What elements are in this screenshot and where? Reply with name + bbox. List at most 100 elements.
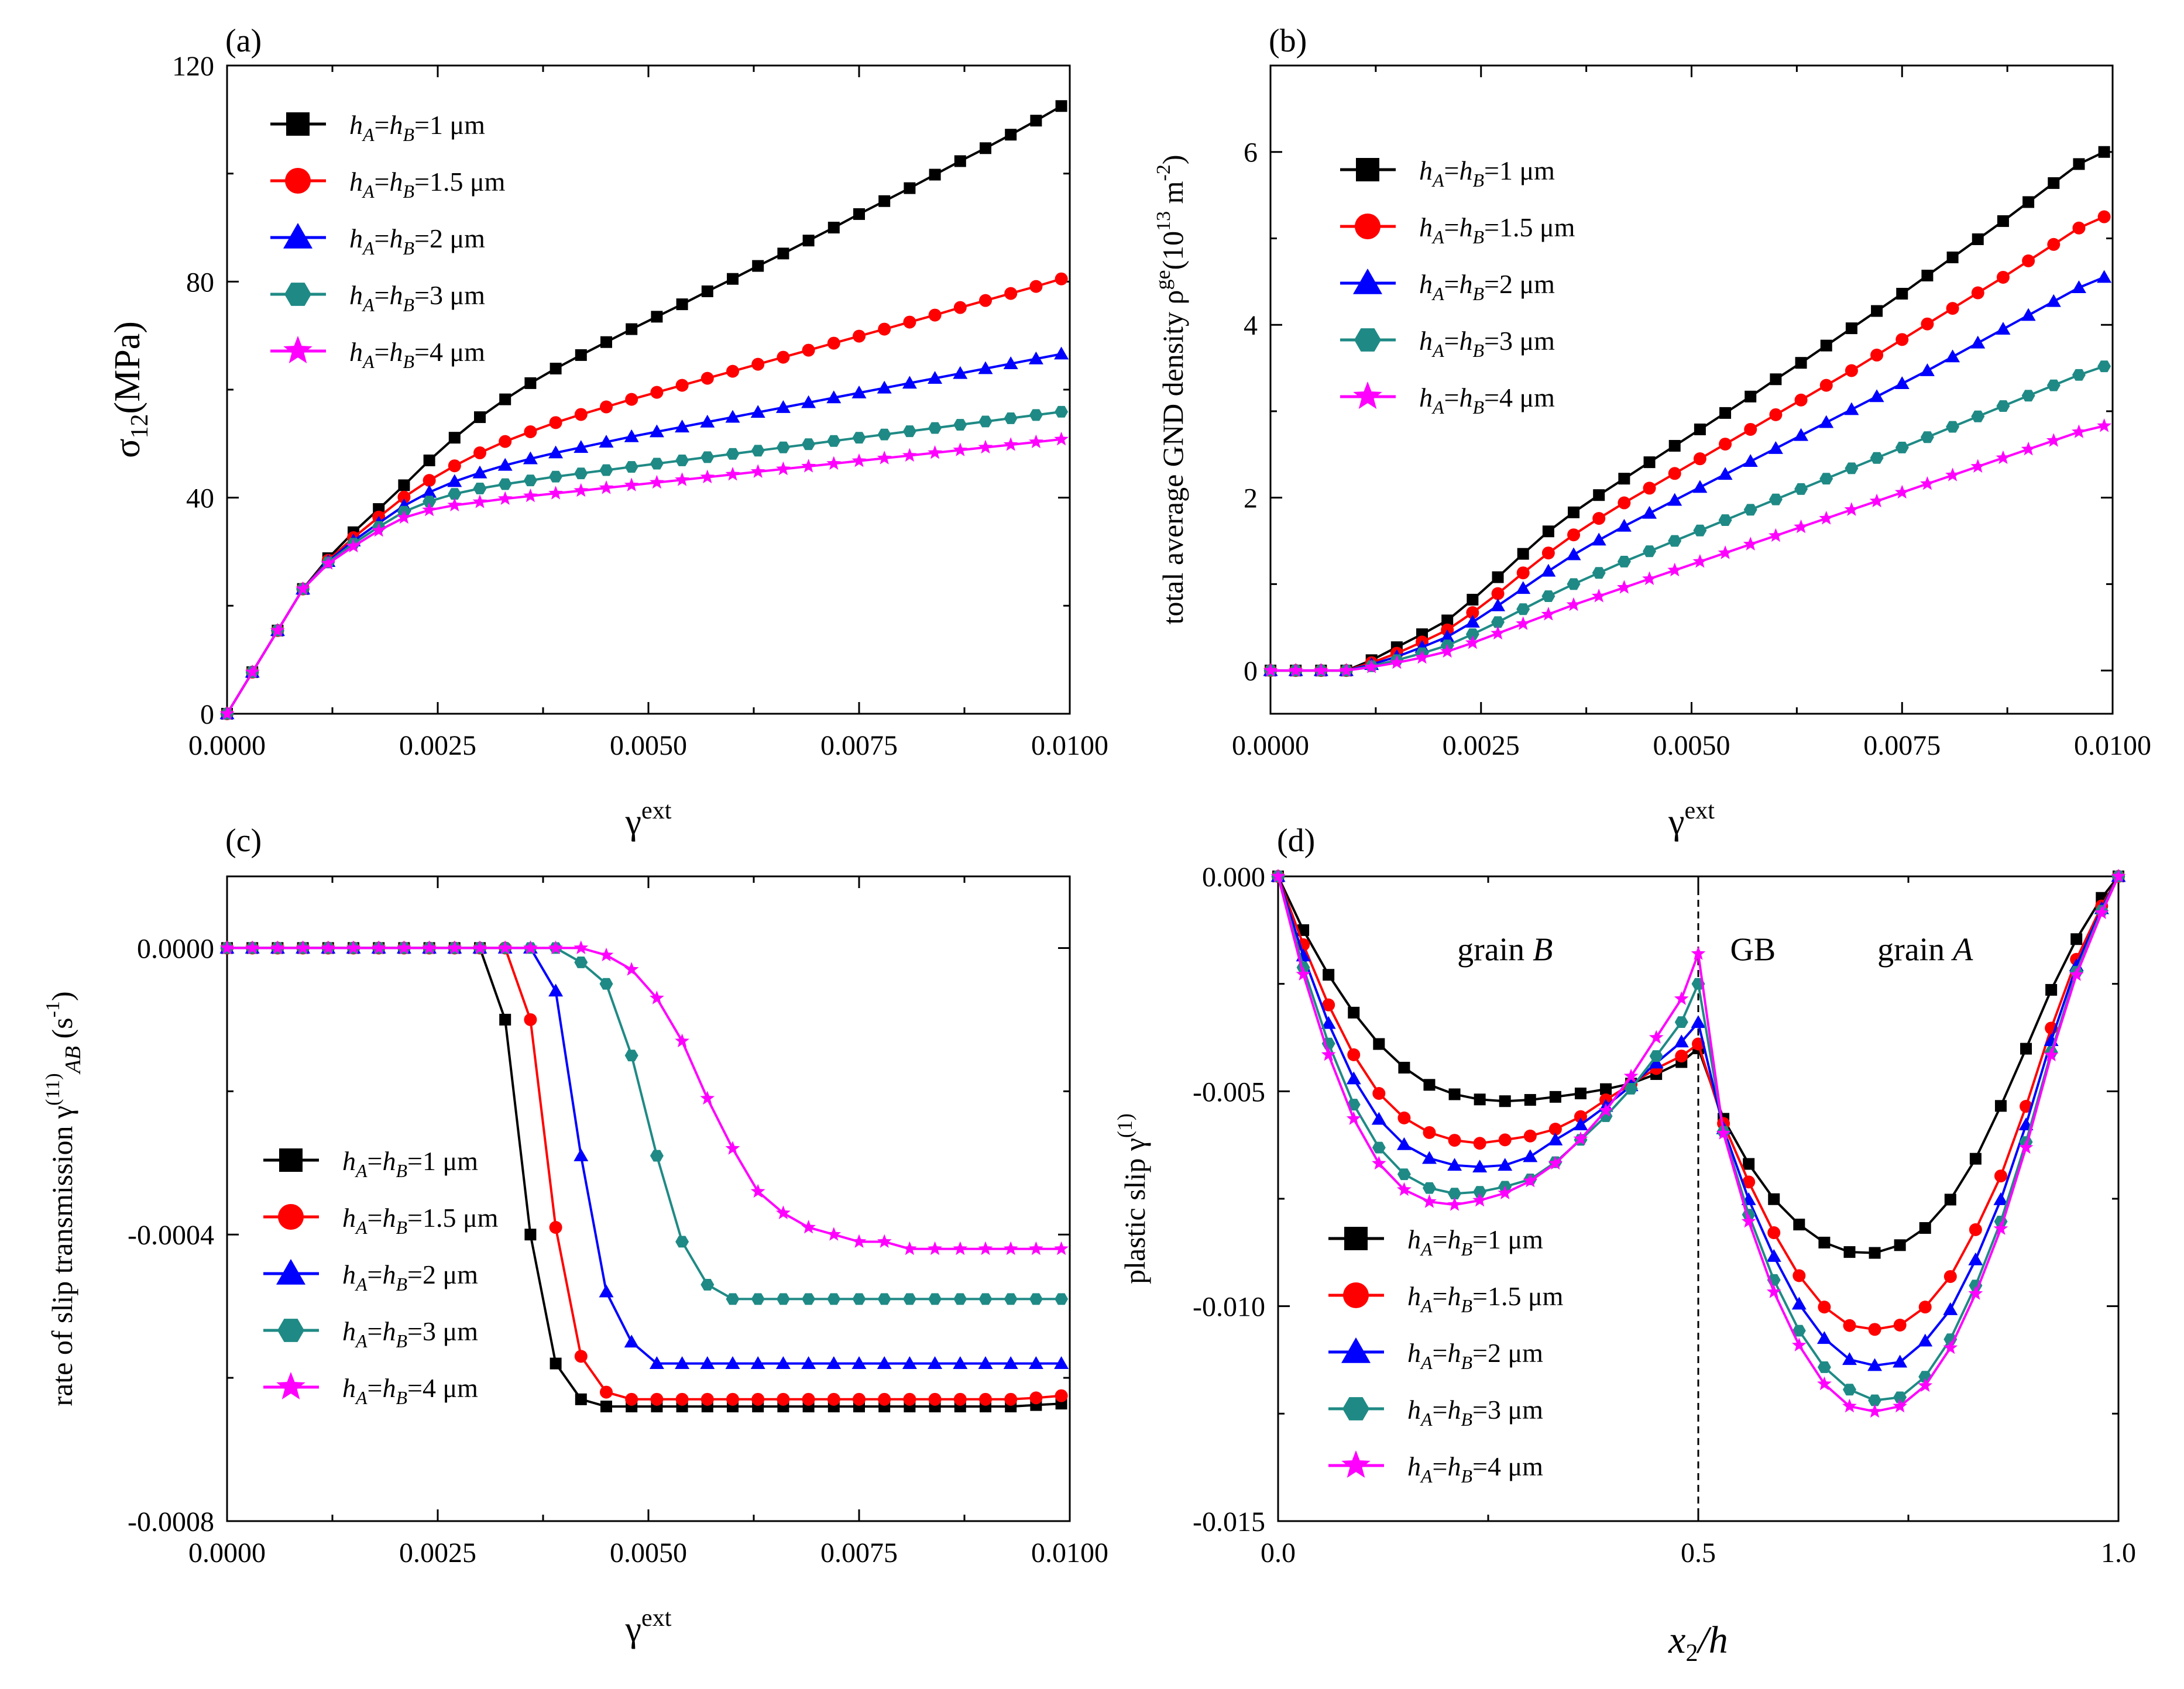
y-label-sup: (11) — [42, 1073, 64, 1105]
data-point — [928, 1241, 942, 1255]
data-point — [928, 1392, 942, 1406]
legend-sub-a: A — [1431, 170, 1444, 191]
data-point — [1004, 412, 1018, 424]
legend-marker — [276, 1259, 305, 1285]
legend-value: =2 μm — [1472, 1338, 1543, 1368]
data-point — [852, 432, 866, 444]
data-point — [1668, 535, 1682, 547]
data-point — [1498, 1158, 1513, 1171]
data-point — [574, 957, 588, 968]
data-point — [954, 155, 966, 167]
data-point — [599, 1284, 614, 1298]
data-point — [1574, 1088, 1587, 1100]
data-point — [1643, 456, 1656, 469]
data-point — [1895, 333, 1909, 346]
data-point — [2044, 1047, 2059, 1062]
x-label-main: γ — [625, 802, 641, 842]
annotation: grain B — [1457, 931, 1553, 968]
data-point — [1769, 528, 1783, 542]
data-point — [1996, 270, 2010, 284]
data-point — [953, 301, 967, 314]
data-point — [524, 1229, 537, 1241]
data-point — [575, 1393, 587, 1405]
data-point — [1844, 502, 1859, 516]
series-5 — [1270, 869, 2126, 1418]
data-point — [978, 1241, 993, 1255]
data-point — [776, 441, 790, 453]
legend-sub-b: B — [396, 1274, 408, 1295]
y-tick-label: 2 — [1244, 483, 1258, 514]
y-label-sub: 12 — [126, 414, 153, 439]
data-point — [447, 940, 462, 954]
series-5 — [219, 431, 1069, 720]
legend-marker — [285, 168, 311, 194]
data-point — [1643, 545, 1657, 558]
data-point — [953, 366, 968, 379]
data-point — [2097, 418, 2111, 432]
data-point — [1003, 1356, 1018, 1369]
legend-eq: = — [1433, 1395, 1448, 1425]
legend-sub-b: B — [396, 1217, 408, 1238]
y-tick-label: 0.000 — [1202, 862, 1265, 893]
data-point — [726, 1392, 739, 1406]
data-point — [1541, 563, 1556, 577]
data-point — [978, 439, 993, 454]
data-point — [826, 390, 842, 404]
data-point — [1770, 373, 1782, 386]
data-point — [1373, 1038, 1385, 1050]
annotation-text: grain — [1877, 931, 1953, 968]
legend-h: h — [1448, 1281, 1461, 1311]
legend-sub-a: A — [1431, 226, 1444, 247]
legend-h: h — [390, 167, 403, 197]
data-point — [1541, 590, 1555, 602]
data-point — [397, 490, 411, 504]
data-point — [726, 364, 739, 378]
legend-marker — [277, 1319, 304, 1342]
data-point — [1870, 348, 1884, 362]
x-tick-label: 0.0075 — [820, 730, 898, 761]
annotation-italic: A — [1951, 931, 1973, 968]
legend-h: h — [342, 1146, 356, 1176]
data-point — [776, 1293, 790, 1305]
legend-eq: = — [375, 280, 390, 310]
data-point — [802, 1392, 815, 1406]
data-point — [978, 361, 993, 374]
data-point — [2020, 1043, 2032, 1055]
legend-h: h — [390, 223, 403, 253]
legend-sub-a: A — [362, 181, 375, 202]
legend-h: h — [349, 110, 363, 140]
data-point — [826, 1356, 842, 1369]
series-line — [1270, 365, 2105, 672]
data-point — [1945, 349, 1960, 363]
data-point — [472, 940, 487, 954]
data-point — [548, 486, 563, 500]
data-point — [1971, 410, 1985, 422]
data-point — [903, 1392, 916, 1406]
data-point — [1842, 1352, 1857, 1365]
data-point — [219, 940, 235, 954]
data-point — [245, 664, 260, 679]
legend-sub-a: A — [1420, 1295, 1433, 1316]
data-point — [1692, 480, 1708, 493]
series-line — [226, 277, 1062, 715]
legend-h: h — [1407, 1395, 1421, 1425]
legend-h: h — [383, 1203, 396, 1233]
data-point — [1845, 364, 1858, 377]
data-point — [1397, 1182, 1412, 1196]
data-point — [1668, 467, 1681, 480]
data-point — [1055, 1389, 1068, 1402]
data-point — [1920, 476, 1935, 490]
data-point — [549, 1220, 562, 1234]
legend-sub-b: B — [1461, 1295, 1473, 1316]
legend-sub-a: A — [362, 294, 375, 315]
data-point — [2094, 905, 2109, 919]
legend-marker — [276, 1372, 305, 1399]
data-point — [1868, 1394, 1882, 1406]
legend-h: h — [349, 167, 363, 197]
legend-sub-a: A — [1431, 283, 1444, 304]
